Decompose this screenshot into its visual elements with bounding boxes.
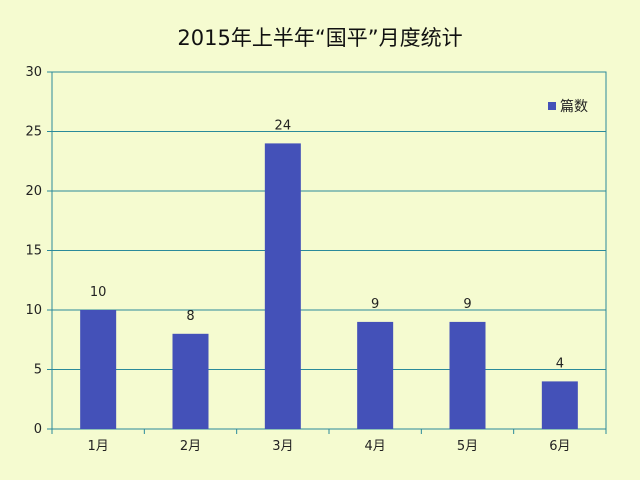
data-label: 10 <box>90 285 107 300</box>
bar <box>172 333 209 429</box>
x-tick-label: 5月 <box>457 439 478 454</box>
data-label: 4 <box>556 356 564 371</box>
data-label: 9 <box>463 297 471 312</box>
legend: 篇数 <box>548 99 588 115</box>
x-tick-label: 1月 <box>88 439 109 454</box>
grid-lines <box>51 71 607 430</box>
y-tick-label: 5 <box>34 363 42 378</box>
x-tick-label: 6月 <box>549 439 570 454</box>
y-tick-label: 25 <box>25 125 42 140</box>
legend-swatch <box>548 102 556 110</box>
y-tick-label: 30 <box>25 65 42 80</box>
x-tick-label: 3月 <box>272 439 293 454</box>
data-label: 9 <box>371 297 379 312</box>
y-tick-label: 10 <box>25 303 42 318</box>
bar <box>449 321 486 429</box>
bars <box>80 143 578 429</box>
y-tick-label: 0 <box>34 422 42 437</box>
x-axis-ticks: 1月 2月 3月 4月 5月 6月 <box>51 429 607 454</box>
x-tick-label: 4月 <box>365 439 386 454</box>
data-labels: 10 8 24 9 9 4 <box>90 118 564 371</box>
x-tick-label: 2月 <box>180 439 201 454</box>
data-label: 8 <box>186 309 194 324</box>
y-tick-label: 15 <box>25 244 42 259</box>
y-axis-ticks: 0 5 10 15 20 25 30 <box>25 65 52 437</box>
bar <box>264 143 301 429</box>
data-label: 24 <box>275 118 292 133</box>
legend-label: 篇数 <box>560 99 588 115</box>
chart-title: 2015年上半年“国平”月度统计 <box>177 26 463 50</box>
bar <box>357 321 394 429</box>
bar <box>80 310 117 429</box>
bar <box>541 381 578 429</box>
y-tick-label: 20 <box>25 184 42 199</box>
